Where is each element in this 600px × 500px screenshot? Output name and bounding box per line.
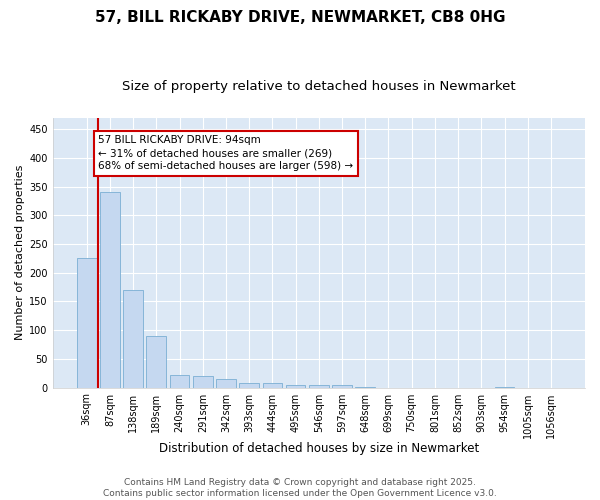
X-axis label: Distribution of detached houses by size in Newmarket: Distribution of detached houses by size … bbox=[159, 442, 479, 455]
Bar bbox=[170, 375, 190, 388]
Bar bbox=[216, 379, 236, 388]
Bar bbox=[123, 290, 143, 388]
Bar bbox=[77, 258, 97, 388]
Bar bbox=[355, 387, 375, 388]
Bar bbox=[494, 387, 514, 388]
Bar bbox=[193, 376, 212, 388]
Bar bbox=[309, 386, 329, 388]
Bar bbox=[286, 386, 305, 388]
Bar bbox=[332, 386, 352, 388]
Y-axis label: Number of detached properties: Number of detached properties bbox=[15, 165, 25, 340]
Bar bbox=[239, 383, 259, 388]
Bar bbox=[263, 383, 282, 388]
Text: 57 BILL RICKABY DRIVE: 94sqm
← 31% of detached houses are smaller (269)
68% of s: 57 BILL RICKABY DRIVE: 94sqm ← 31% of de… bbox=[98, 135, 353, 172]
Text: Contains HM Land Registry data © Crown copyright and database right 2025.
Contai: Contains HM Land Registry data © Crown c… bbox=[103, 478, 497, 498]
Bar bbox=[100, 192, 120, 388]
Bar bbox=[146, 336, 166, 388]
Text: 57, BILL RICKABY DRIVE, NEWMARKET, CB8 0HG: 57, BILL RICKABY DRIVE, NEWMARKET, CB8 0… bbox=[95, 10, 505, 25]
Title: Size of property relative to detached houses in Newmarket: Size of property relative to detached ho… bbox=[122, 80, 515, 93]
